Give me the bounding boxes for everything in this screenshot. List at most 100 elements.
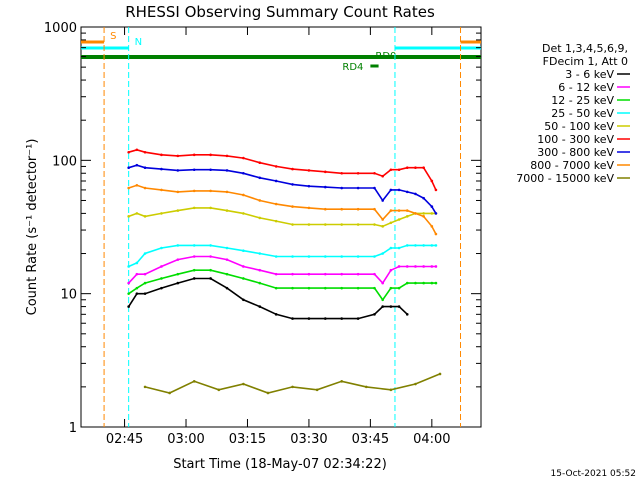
data-point-6-12-kev-13: [324, 272, 327, 276]
data-point-50-100-kev-12: [307, 223, 311, 226]
data-point-25-50-kev-4: [176, 244, 180, 247]
data-point-300-800-kev-4: [176, 169, 180, 172]
data-point-12-25-kev-6: [209, 268, 212, 272]
data-point-100-300-kev-20: [405, 166, 409, 170]
data-point-300-800-kev-0: [127, 166, 130, 170]
data-point-12-25-kev-11: [291, 286, 294, 290]
data-point-300-800-kev-23: [430, 205, 434, 208]
data-point-300-800-kev-13: [324, 185, 327, 189]
data-point-3-6-kev-13: [291, 317, 294, 320]
data-point-50-100-kev-7: [225, 209, 229, 212]
x-tick-label-0: 02:45: [106, 432, 143, 447]
data-point-12-25-kev-19: [397, 286, 401, 290]
data-point-3-6-kev-21: [397, 305, 401, 308]
data-point-6-12-kev-7: [225, 258, 229, 261]
data-point-7000-15000-kev-6: [291, 385, 294, 389]
data-point-800-7000-kev-9: [258, 199, 262, 202]
flags-layer: S N RD0 RD4: [81, 27, 481, 427]
data-point-25-50-kev-2: [143, 252, 147, 255]
data-point-800-7000-kev-18: [389, 209, 393, 212]
data-point-300-800-kev-10: [274, 179, 278, 183]
data-point-12-25-kev-24: [434, 281, 438, 285]
data-point-7000-15000-kev-1: [168, 391, 171, 395]
x-axis-label: Start Time (18-May-07 02:34:22): [173, 457, 387, 472]
data-point-12-25-kev-23: [430, 281, 434, 285]
series-line-7000-15000-kev: [144, 373, 441, 394]
data-point-6-12-kev-22: [422, 265, 425, 268]
data-point-50-100-kev-22: [422, 212, 425, 215]
data-point-25-50-kev-13: [324, 255, 327, 258]
series-line-3-6-kev: [128, 277, 408, 320]
data-point-25-50-kev-15: [356, 255, 360, 258]
data-point-50-100-kev-4: [176, 209, 180, 212]
data-point-50-100-kev-9: [258, 216, 262, 220]
data-point-25-50-kev-3: [160, 246, 163, 250]
x-tick-label-3: 03:30: [290, 432, 327, 447]
data-point-800-7000-kev-2: [143, 186, 147, 190]
data-point-300-800-kev-22: [422, 196, 425, 200]
series-line-800-7000-kev: [128, 184, 437, 235]
data-point-100-300-kev-3: [160, 153, 163, 157]
series-100-300-kev: [127, 148, 438, 192]
data-point-7000-15000-kev-3: [217, 388, 221, 392]
data-point-3-6-kev-8: [209, 277, 212, 280]
legend-label-7000-15000-kev: 7000 - 15000 keV: [516, 172, 614, 185]
data-point-100-300-kev-21: [414, 166, 417, 170]
series-12-25-kev: [127, 268, 438, 302]
data-point-25-50-kev-8: [242, 249, 245, 253]
data-point-6-12-kev-5: [192, 255, 196, 258]
data-point-50-100-kev-10: [274, 219, 278, 223]
time-stamp: 15-Oct-2021 05:52: [551, 469, 636, 479]
data-point-3-6-kev-17: [356, 317, 360, 320]
y-axis-label: Count Rate (s⁻¹ detector⁻¹): [25, 139, 40, 316]
data-point-12-25-kev-5: [192, 268, 196, 272]
data-point-25-50-kev-0: [127, 265, 130, 268]
data-point-100-300-kev-16: [373, 171, 376, 175]
data-point-100-300-kev-13: [324, 170, 327, 174]
data-point-7000-15000-kev-12: [438, 372, 442, 376]
series-300-800-kev: [127, 163, 438, 215]
data-point-100-300-kev-24: [434, 188, 438, 192]
data-point-25-50-kev-17: [381, 252, 384, 255]
data-point-12-25-kev-7: [225, 272, 229, 276]
data-point-12-25-kev-13: [324, 286, 327, 290]
data-point-800-7000-kev-0: [127, 186, 130, 190]
data-point-25-50-kev-21: [414, 244, 417, 247]
data-point-3-6-kev-6: [176, 281, 180, 285]
x-tick-label-1: 03:00: [167, 432, 204, 447]
data-point-100-300-kev-11: [291, 167, 294, 171]
data-point-800-7000-kev-19: [397, 209, 401, 212]
data-point-50-100-kev-3: [160, 212, 163, 215]
data-point-12-25-kev-18: [389, 286, 393, 290]
data-point-25-50-kev-12: [307, 255, 311, 258]
data-point-100-300-kev-14: [340, 171, 344, 175]
series-6-12-kev: [127, 255, 438, 285]
data-point-3-6-kev-15: [324, 317, 327, 320]
data-point-100-300-kev-6: [209, 153, 212, 157]
data-point-3-6-kev-7: [192, 277, 196, 280]
series-3-6-kev: [127, 277, 409, 320]
data-point-800-7000-kev-10: [274, 202, 278, 206]
data-point-50-100-kev-19: [397, 218, 401, 221]
data-point-12-25-kev-0: [127, 292, 130, 295]
data-point-25-50-kev-16: [373, 255, 376, 258]
data-point-6-12-kev-4: [176, 258, 180, 261]
data-point-7000-15000-kev-4: [242, 382, 245, 386]
series-25-50-kev: [127, 244, 438, 268]
chart-title: RHESSI Observing Summary Count Rates: [125, 3, 435, 21]
data-point-50-100-kev-6: [209, 206, 212, 210]
data-point-6-12-kev-17: [381, 281, 384, 285]
legend-label-800-7000-kev: 800 - 7000 keV: [530, 159, 614, 172]
data-point-300-800-kev-15: [356, 186, 360, 190]
data-point-100-300-kev-5: [192, 153, 196, 157]
data-point-50-100-kev-11: [291, 223, 294, 226]
y-tick-label-3: 1000: [44, 21, 77, 36]
flag-s-label: S: [110, 31, 116, 42]
data-point-25-50-kev-18: [389, 246, 393, 250]
data-point-6-12-kev-1: [135, 272, 139, 276]
data-point-25-50-kev-6: [209, 244, 212, 247]
y-tick-label-0: 1: [69, 421, 77, 436]
data-point-3-6-kev-18: [373, 313, 376, 316]
data-point-25-50-kev-24: [434, 244, 438, 247]
legend-label-6-12-kev: 6 - 12 keV: [558, 81, 614, 94]
